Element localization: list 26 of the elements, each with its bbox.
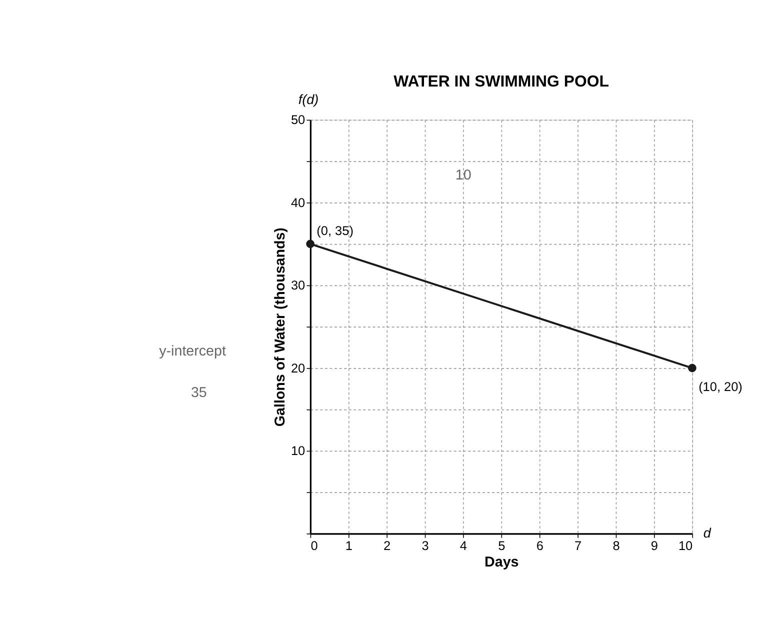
text: y-intercept — [159, 343, 226, 360]
annotation: 10 — [455, 167, 472, 184]
y-tick-label: 40 — [290, 194, 306, 210]
x-tick-label: 6 — [536, 538, 544, 553]
x-tick-label: 2 — [384, 538, 391, 553]
x-tick-label: 3 — [422, 538, 429, 553]
x-tick-label: 5 — [498, 538, 506, 553]
y-tick-label: 20 — [290, 360, 306, 376]
y-tick-label: 50 — [290, 112, 306, 128]
x-tick-label: 1 — [345, 538, 352, 553]
x-tick-label: 0 — [310, 538, 318, 553]
text: 35 — [190, 384, 207, 401]
x-axis-title: Days — [484, 554, 519, 571]
y-tick-label: 10 — [290, 443, 306, 458]
x-tick-label: 10 — [678, 538, 693, 553]
text: d — [703, 526, 712, 541]
annotation: (0, 35) — [316, 223, 354, 238]
x-tick-label: 9 — [650, 538, 658, 553]
y-axis-title: Gallons of Water (thousands) — [272, 227, 289, 427]
annotation: (10, 20) — [698, 379, 742, 394]
text: f(d) — [298, 92, 319, 107]
chart-title: WATER IN SWIMMING POOL — [394, 73, 610, 90]
y-tick-label: 30 — [290, 278, 306, 293]
x-tick-label: 7 — [574, 538, 582, 553]
x-tick-label: 8 — [612, 538, 620, 553]
x-tick-label: 4 — [460, 538, 467, 553]
